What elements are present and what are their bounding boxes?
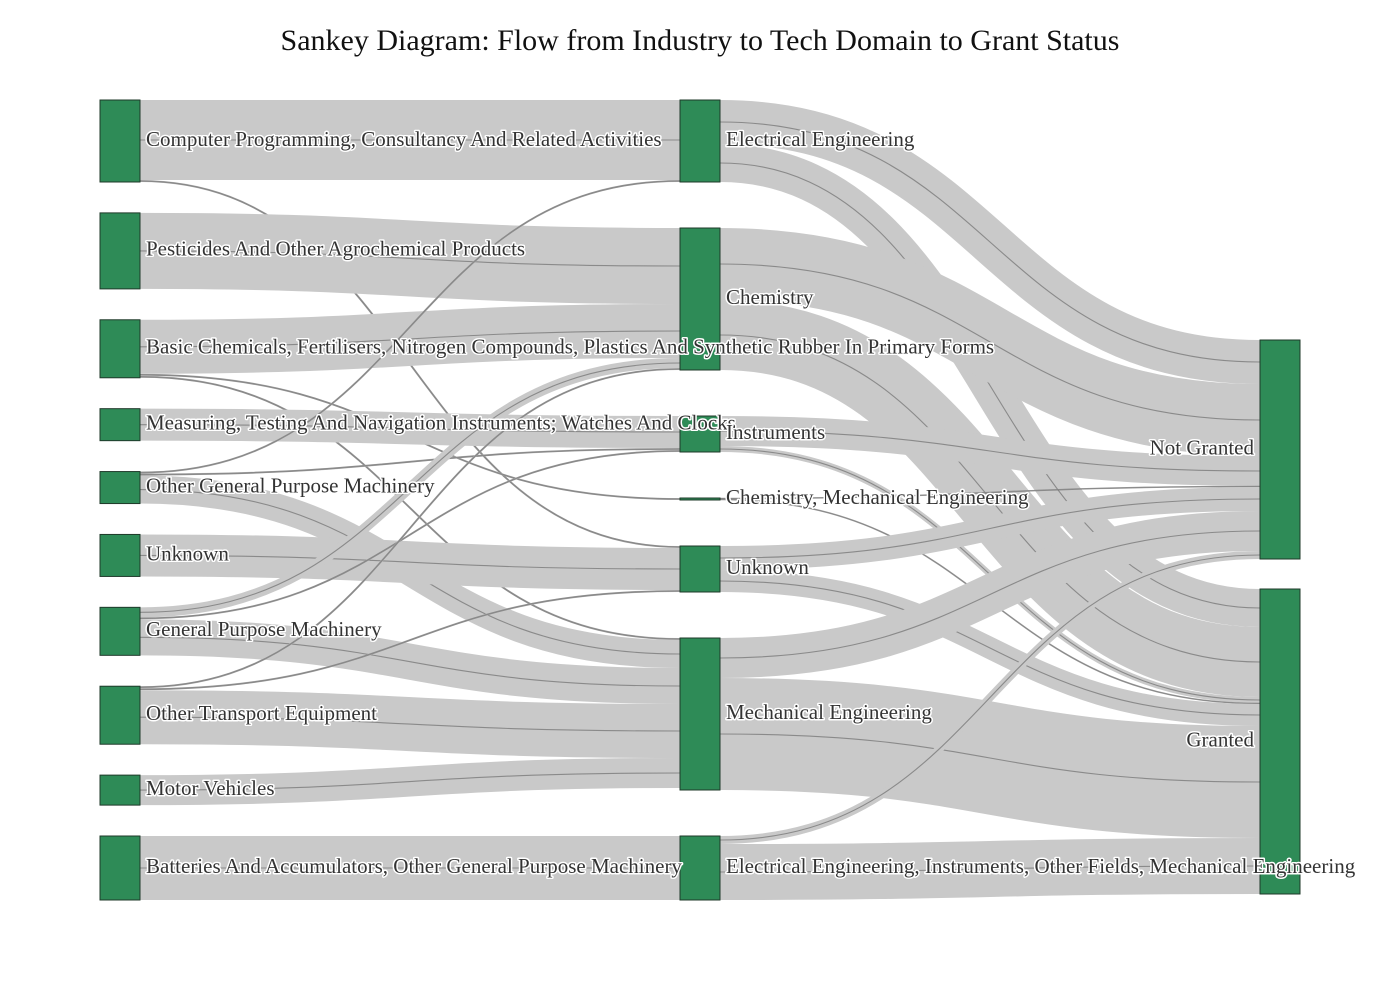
node-unk2[interactable] <box>679 545 721 593</box>
node-inst[interactable] <box>679 415 721 453</box>
link-edge-inst-to-ng <box>719 430 1261 472</box>
link-edge-me-to-gr <box>719 733 1261 783</box>
node-label-unk1: Unknown <box>146 541 229 565</box>
chart-title: Sankey Diagram: Flow from Industry to Te… <box>281 24 1120 57</box>
node-ote[interactable] <box>99 685 141 745</box>
node-label-chem: Chemistry <box>726 285 814 309</box>
node-cp[interactable] <box>99 99 141 183</box>
link-edge-chem-to-gr <box>719 334 1261 663</box>
link-edge-eeio-to-ng <box>719 554 1261 841</box>
link-edge-cme-to-ng <box>719 485 1261 500</box>
node-label-bc: Basic Chemicals, Fertilisers, Nitrogen C… <box>146 335 994 359</box>
node-cme[interactable] <box>679 497 721 501</box>
node-chem[interactable] <box>679 227 721 371</box>
link-edge-bc-to-me <box>139 375 681 640</box>
node-label-mt: Measuring, Testing And Navigation Instru… <box>146 410 736 434</box>
node-label-me: Mechanical Engineering <box>726 700 932 724</box>
nodes-layer <box>99 99 1301 901</box>
link-edge-gpm-to-me <box>139 636 681 687</box>
node-unk1[interactable] <box>99 533 141 577</box>
link-edge-mt-to-inst <box>139 424 681 433</box>
link-edge-chem-to-ng <box>719 263 1261 421</box>
node-me[interactable] <box>679 637 721 791</box>
node-label-gpm: General Purpose Machinery <box>146 617 382 641</box>
link-edge-ote-to-chem <box>139 368 681 689</box>
link-edge-pest-to-chem <box>139 250 681 267</box>
node-pest[interactable] <box>99 212 141 290</box>
link-edge-unk2-to-ng <box>719 498 1261 559</box>
node-bc[interactable] <box>99 319 141 379</box>
link-edge-ogpm-to-ee <box>139 180 681 474</box>
node-mv[interactable] <box>99 774 141 806</box>
node-eeio[interactable] <box>679 835 721 901</box>
link-edge-ee-to-gr <box>719 162 1261 609</box>
node-label-unk2: Unknown <box>726 555 809 579</box>
node-ng[interactable] <box>1259 339 1301 560</box>
node-label-ogpm: Other General Purpose Machinery <box>146 473 435 497</box>
link-edge-ee-to-ng <box>719 121 1261 363</box>
node-label-gr: Granted <box>1186 727 1254 751</box>
node-label-eeio: Electrical Engineering, Instruments, Oth… <box>726 854 1356 878</box>
link-edge-ote-to-unk2 <box>139 590 681 691</box>
link-edge-ogpm-to-inst <box>139 448 681 476</box>
links-layer <box>139 99 1261 901</box>
node-mt[interactable] <box>99 408 141 442</box>
link-edge-me-to-ng <box>719 530 1261 659</box>
node-label-inst: Instruments <box>726 420 825 444</box>
link-edge-gpm-to-inst <box>139 450 681 620</box>
link-edge-gpm-to-chem <box>139 362 681 613</box>
node-label-pest: Pesticides And Other Agrochemical Produc… <box>146 237 525 261</box>
link-edge-ote-to-me <box>139 716 681 732</box>
link-edge-unk1-to-unk2 <box>139 554 681 570</box>
link-edge-eeio-to-gr <box>719 865 1261 873</box>
node-label-bat: Batteries And Accumulators, Other Genera… <box>146 854 682 878</box>
node-ogpm[interactable] <box>99 471 141 505</box>
node-gpm[interactable] <box>99 606 141 656</box>
node-bat[interactable] <box>99 835 141 901</box>
node-label-ee: Electrical Engineering <box>726 127 915 151</box>
node-label-ote: Other Transport Equipment <box>146 701 377 725</box>
node-ee[interactable] <box>679 99 721 183</box>
node-gr[interactable] <box>1259 588 1301 895</box>
labels-layer: Computer Programming, Consultancy And Re… <box>145 125 1358 879</box>
node-label-ng: Not Granted <box>1150 435 1255 459</box>
node-label-cp: Computer Programming, Consultancy And Re… <box>146 127 662 151</box>
node-label-cme: Chemistry, Mechanical Engineering <box>726 485 1029 509</box>
link-edge-bc-to-chem <box>139 330 681 348</box>
link-edge-mv-to-me <box>139 772 681 791</box>
node-label-mv: Motor Vehicles <box>146 776 275 800</box>
link-edge-unk2-to-gr <box>719 580 1261 716</box>
